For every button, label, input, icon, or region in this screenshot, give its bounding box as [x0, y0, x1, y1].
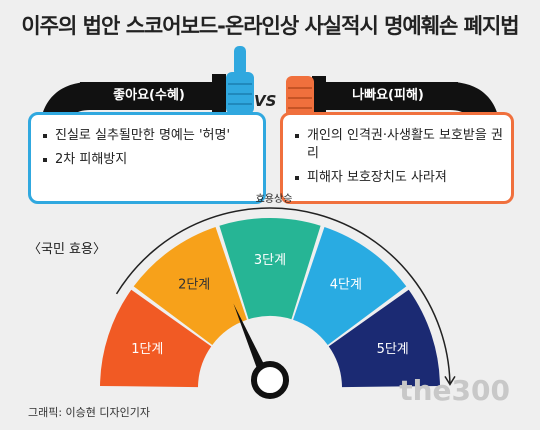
section-label: 〈국민 효용〉 [28, 242, 106, 257]
page-title: 이주의 법안 스코어보드-온라인상 사실적시 명예훼손 폐지법 [21, 14, 519, 38]
arrow-label: 효용상승 [256, 193, 293, 205]
gauge-segment-5 [328, 289, 440, 388]
left-banner: 좋아요(수혜) [80, 82, 218, 110]
gauge-segment-1 [100, 289, 212, 388]
gauge-segment-label: 4단계 [330, 278, 362, 293]
watermark-logo: the300 [399, 374, 510, 407]
pros-item: 진실로 실추될만한 명예는 '허명' [43, 127, 255, 145]
arrow-head-icon [444, 376, 456, 386]
gauge-segment-3 [219, 217, 321, 320]
cons-item: 피해자 보호장치도 사라져 [295, 169, 503, 187]
gauge-hub [251, 361, 289, 399]
gauge-segment-label: 1단계 [131, 342, 163, 357]
gauge-segment-4 [293, 226, 407, 345]
gauge-segment-2 [133, 226, 247, 345]
credit-text: 그래픽: 이승현 디자인기자 [28, 406, 151, 419]
gauge-segment-label: 5단계 [377, 342, 409, 357]
pros-box: 진실로 실추될만한 명예는 '허명' 2차 피해방지 [28, 112, 266, 204]
pros-item: 2차 피해방지 [43, 151, 255, 169]
right-banner: 나빠요(피해) [318, 82, 458, 110]
gauge-segment-label: 3단계 [254, 253, 286, 268]
vs-label: VS [254, 92, 277, 110]
cons-box: 개인의 인격권·사생활도 보호받을 권리 피해자 보호장치도 사라져 [280, 112, 514, 204]
cons-item: 개인의 인격권·사생활도 보호받을 권리 [295, 127, 503, 163]
utility-arrow [115, 207, 451, 385]
gauge-segment-label: 2단계 [178, 278, 210, 293]
